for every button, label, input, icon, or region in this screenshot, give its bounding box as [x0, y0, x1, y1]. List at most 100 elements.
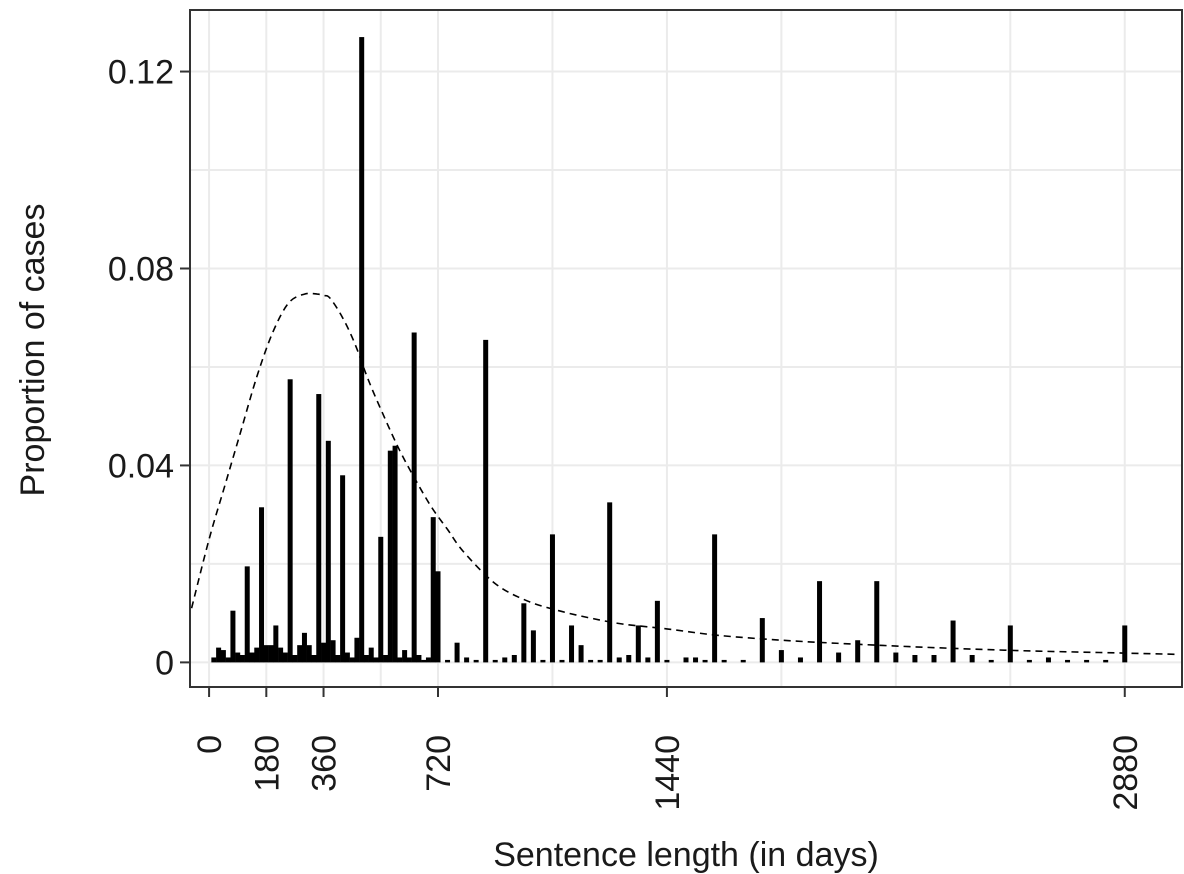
bar [569, 625, 575, 663]
bar [626, 654, 632, 663]
bar [239, 654, 245, 663]
bar [721, 659, 727, 663]
bar [836, 652, 842, 663]
grid-lines [190, 10, 1182, 687]
bar [430, 517, 436, 663]
bar [363, 654, 369, 663]
bar [1122, 625, 1128, 663]
bar [301, 632, 307, 663]
bar [683, 657, 689, 663]
bar [349, 657, 355, 663]
x-tick-label: 180 [248, 735, 286, 792]
x-tick-label: 360 [306, 735, 344, 792]
bar [211, 657, 217, 663]
bar [235, 652, 241, 663]
bar [220, 650, 226, 663]
x-tick-label: 0 [191, 735, 229, 754]
bar [297, 645, 303, 663]
bar [607, 502, 613, 663]
bar [354, 637, 360, 663]
bar [950, 620, 956, 663]
bar [263, 645, 269, 663]
bar [483, 339, 489, 663]
bar [244, 566, 250, 663]
axis-ticks [180, 70, 1126, 697]
bar [1084, 659, 1090, 663]
bar [421, 659, 427, 663]
bar [511, 654, 517, 663]
bar [344, 652, 350, 663]
bar [712, 534, 718, 663]
y-tick-label: 0.12 [108, 54, 174, 92]
x-tick-label: 1440 [649, 735, 687, 811]
bar-series [211, 37, 1128, 663]
bar [549, 534, 555, 663]
bar [373, 657, 379, 663]
bar [321, 642, 327, 663]
bar [588, 659, 594, 663]
bar [521, 603, 527, 663]
bar [645, 657, 651, 663]
bar [502, 657, 508, 663]
bar [874, 581, 880, 663]
bar [216, 647, 222, 663]
bar [402, 650, 408, 663]
bar [292, 654, 298, 663]
bar [1045, 657, 1051, 663]
bar [425, 657, 431, 663]
bar [693, 657, 699, 663]
bar [306, 645, 312, 663]
bar [282, 652, 288, 663]
bar [311, 654, 317, 663]
bar [411, 332, 417, 663]
y-tick-label: 0.04 [108, 447, 174, 485]
bar [597, 659, 603, 663]
bar [316, 394, 322, 663]
bar [530, 630, 536, 663]
bar [1007, 625, 1013, 663]
x-tick-label: 720 [420, 735, 458, 792]
bar [654, 600, 660, 663]
bar [406, 657, 412, 663]
bar [249, 652, 255, 663]
bar [454, 642, 460, 663]
y-tick-label: 0.08 [108, 250, 174, 288]
bar [397, 657, 403, 663]
bar [969, 654, 975, 663]
bar [931, 654, 937, 663]
bar [635, 625, 641, 663]
bar [1103, 659, 1109, 663]
bar [340, 475, 346, 663]
tick-labels: 0 0.04 0.08 0.12 0 180 360 720 1440 2880 [108, 54, 1145, 811]
x-tick-label: 2880 [1107, 735, 1145, 811]
bar [778, 650, 784, 663]
density-curve [190, 292, 1179, 656]
bar [278, 647, 284, 663]
bar [473, 659, 479, 663]
y-axis-title: Proportion of cases [14, 204, 52, 497]
bar [817, 581, 823, 663]
bar [383, 654, 389, 663]
plot-panel-border [189, 9, 1183, 688]
bar [387, 450, 393, 663]
bar [359, 37, 365, 663]
bar [893, 652, 899, 663]
bar [988, 659, 994, 663]
bar [616, 657, 622, 663]
bar [445, 659, 451, 663]
bar [435, 571, 441, 663]
bar [368, 647, 374, 663]
bar [912, 654, 918, 663]
bar [273, 625, 279, 663]
bar [230, 610, 236, 663]
bar [759, 618, 765, 663]
bar [664, 659, 670, 663]
bar [378, 536, 384, 663]
bar [464, 657, 470, 663]
bar [702, 659, 708, 663]
bar [335, 654, 341, 663]
y-tick-label: 0 [155, 644, 174, 682]
bar [740, 659, 746, 663]
